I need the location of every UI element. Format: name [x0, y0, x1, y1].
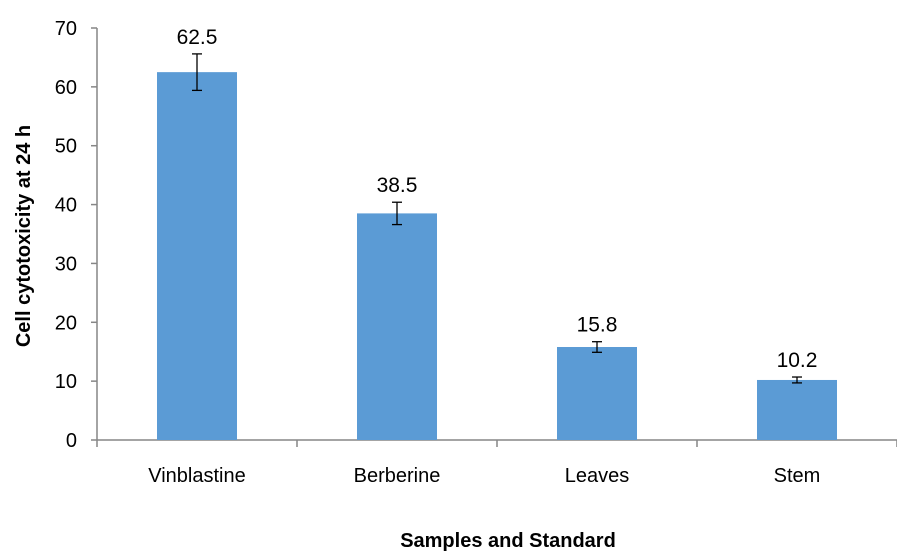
y-tick-label: 20 — [55, 312, 77, 334]
data-labels: 62.5 38.5 15.8 10.2 — [177, 26, 818, 372]
data-label: 62.5 — [177, 26, 218, 49]
x-tick-label: Leaves — [565, 465, 630, 487]
x-tick-labels: Vinblastine Berberine Leaves Stem — [148, 465, 820, 487]
x-tick-label: Berberine — [354, 465, 441, 487]
y-tick-label: 40 — [55, 195, 77, 217]
y-tick-label: 30 — [55, 253, 77, 275]
y-tick-label: 70 — [55, 18, 77, 40]
bar-stem — [757, 379, 837, 440]
y-axis — [91, 27, 98, 441]
y-tick-label: 50 — [55, 136, 77, 158]
data-label: 15.8 — [577, 314, 618, 337]
x-axis — [96, 439, 897, 447]
bar-vinblastine — [157, 72, 237, 441]
data-label: 10.2 — [777, 349, 818, 372]
bar-leaves — [557, 347, 637, 440]
y-tick-label: 10 — [55, 371, 77, 393]
error-bars — [192, 53, 802, 384]
y-tick-labels: 0 10 20 30 40 50 60 70 — [55, 18, 77, 452]
y-tick-label: 0 — [66, 430, 77, 452]
data-label: 38.5 — [377, 174, 418, 197]
bar-berberine — [357, 213, 437, 440]
x-tick-label: Stem — [774, 465, 821, 487]
x-tick-label: Vinblastine — [148, 465, 245, 487]
x-axis-title: Samples and Standard — [400, 530, 616, 552]
y-tick-label: 60 — [55, 77, 77, 99]
y-axis-title: Cell cytotoxicity at 24 h — [13, 125, 35, 347]
bars — [157, 72, 837, 441]
